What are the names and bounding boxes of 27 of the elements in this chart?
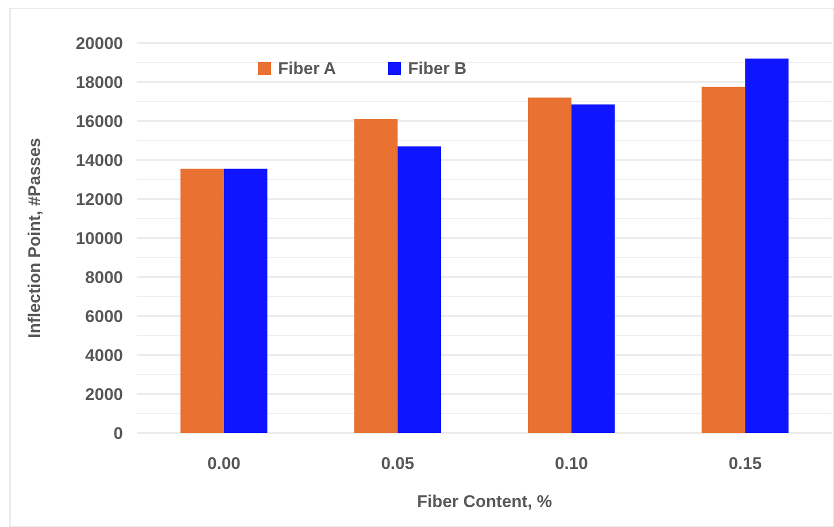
y-tick-label: 14000	[76, 150, 123, 170]
x-tick-label: 0.00	[207, 454, 240, 473]
bar	[180, 168, 224, 433]
x-tick-label: 0.05	[381, 454, 414, 473]
y-tick-label: 10000	[76, 228, 123, 248]
y-tick-label: 2000	[85, 384, 123, 404]
x-tick-label: 0.10	[554, 454, 588, 473]
y-tick-label: 16000	[76, 112, 123, 131]
bar	[702, 86, 746, 433]
x-axis-title: Fiber Content, %	[416, 492, 552, 511]
legend-label: Fiber B	[408, 58, 467, 78]
y-tick-label: 4000	[85, 346, 123, 365]
bar	[745, 58, 789, 433]
x-tick-label: 0.15	[728, 454, 762, 473]
legend-label: Fiber A	[278, 58, 336, 78]
bar	[571, 104, 615, 433]
y-tick-label: 0	[114, 424, 123, 443]
bar	[224, 168, 268, 433]
y-tick-label: 8000	[85, 268, 123, 287]
bar	[354, 119, 398, 433]
y-tick-label: 12000	[76, 190, 123, 209]
y-tick-label: 6000	[85, 306, 123, 326]
bar	[398, 146, 442, 433]
y-axis-title: Inflection Point, #Passes	[25, 138, 44, 338]
y-tick-label: 18000	[76, 72, 123, 92]
bar	[528, 98, 572, 433]
y-tick-label: 20000	[76, 34, 123, 53]
